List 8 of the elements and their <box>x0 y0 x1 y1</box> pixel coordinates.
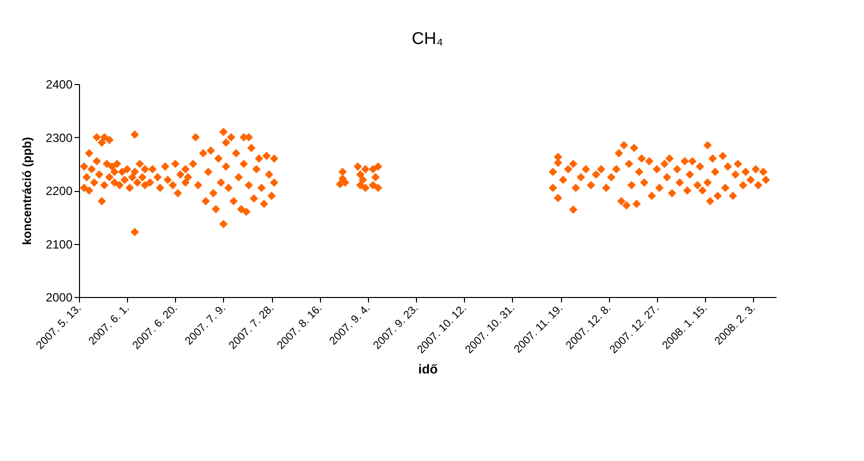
x-axis-title: idő <box>418 361 438 376</box>
y-tick-label: 2400 <box>46 78 73 92</box>
y-tick-label: 2100 <box>46 237 73 252</box>
y-tick-label: 2300 <box>46 130 73 145</box>
chart-title: CH₄ <box>412 29 444 48</box>
y-tick-label: 2200 <box>46 184 73 198</box>
y-axis-title: koncentráció (ppb) <box>20 136 34 246</box>
y-tick-label: 2000 <box>46 290 73 304</box>
